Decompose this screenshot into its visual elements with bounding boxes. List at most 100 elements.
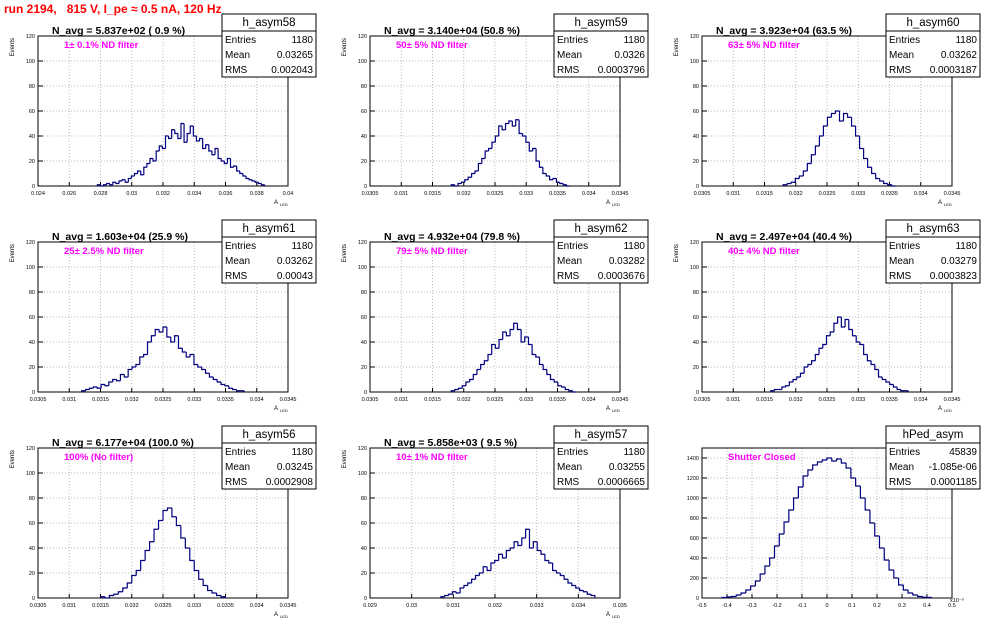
y-tick-label: 20 (29, 365, 35, 371)
histogram-bin (583, 591, 587, 592)
histogram-bin (479, 573, 483, 576)
histogram-bin (897, 387, 901, 390)
y-tick-label: 1000 (687, 496, 699, 502)
stats-histogram-name: h_asym60 (906, 17, 959, 29)
y-tick-label: 20 (29, 159, 35, 165)
x-tick-label: 0.03 (406, 603, 417, 609)
x-tick-label: 0.032 (156, 191, 170, 197)
histogram-bin (800, 373, 804, 377)
n-avg-label: N_avg = 4.932e+04 (79.8 %) (384, 231, 520, 243)
histogram-bin (119, 181, 122, 184)
histogram-bin (510, 548, 514, 551)
histogram-bin (464, 586, 468, 589)
y-tick-label: 0 (364, 596, 367, 602)
histogram-bin (240, 171, 243, 174)
histogram-bin (827, 117, 831, 126)
x-axis-label-subscript: LED (612, 408, 620, 413)
histogram-bin (198, 365, 202, 368)
histogram-bin (791, 182, 795, 183)
histogram-bin (848, 114, 852, 118)
y-tick-label: 80 (361, 290, 367, 296)
y-tick-label: 20 (29, 571, 35, 577)
histogram-bin (185, 538, 189, 548)
histogram-bin (543, 167, 546, 173)
x-axis-label-subscript: LED (612, 614, 620, 619)
histogram-bin (485, 151, 488, 159)
y-tick-label: 0 (32, 390, 35, 396)
filter-label: 50± 5% ND filter (396, 40, 468, 51)
stats-rms-label: RMS (557, 65, 580, 76)
histogram-bin (819, 348, 823, 354)
y-tick-label: 120 (690, 240, 699, 246)
histogram-bin (831, 114, 835, 118)
histogram-bin (156, 151, 159, 161)
n-avg-label: N_avg = 5.837e+02 ( 0.9 %) (52, 25, 185, 37)
histogram-bin (799, 176, 803, 179)
x-tick-label: 0.032 (789, 191, 803, 197)
x-tick-label: 0.2 (873, 603, 881, 609)
histogram-bin (472, 579, 476, 583)
stats-entries-label: Entries (557, 447, 588, 458)
histogram-bin (246, 176, 249, 179)
x-tick-label: 0.0335 (549, 191, 566, 197)
histogram-bin (823, 345, 827, 349)
n-avg-label: N_avg = 5.858e+03 ( 9.5 %) (384, 437, 517, 449)
stats-entries-value: 1180 (291, 447, 313, 458)
histogram-bin (567, 185, 570, 186)
y-axis-label: Events (674, 38, 680, 56)
histogram-bin (815, 146, 819, 155)
x-tick-label: 0.031 (62, 397, 76, 403)
y-tick-label: 400 (690, 556, 699, 562)
histogram-bin (787, 184, 791, 185)
x-tick-label: 0.0325 (819, 397, 836, 403)
histogram-bin (252, 180, 255, 181)
histogram-bin (109, 382, 113, 386)
histogram-bin (190, 548, 194, 561)
x-tick-label: 0.0315 (92, 603, 109, 609)
histogram-bin (849, 320, 853, 330)
histogram-bin (834, 323, 838, 332)
histogram-bin (892, 185, 896, 186)
histogram-bin (545, 554, 549, 560)
x-tick-label: 0.3 (898, 603, 906, 609)
y-tick-label: 40 (29, 134, 35, 140)
y-tick-label: 100 (690, 265, 699, 271)
y-axis-label: Events (342, 244, 348, 262)
histogram-bin (476, 576, 480, 580)
histogram-bin (237, 390, 241, 391)
histogram-bin (751, 586, 756, 590)
histogram-bin (217, 380, 221, 383)
y-tick-label: 60 (693, 109, 699, 115)
histogram-bin (221, 596, 225, 597)
histogram-bin (237, 166, 240, 171)
y-tick-label: 120 (690, 34, 699, 40)
histogram-bin (461, 182, 464, 183)
x-tick-label: 0.031 (726, 191, 740, 197)
histogram-bin (880, 179, 884, 182)
stats-mean-value: 0.03255 (609, 462, 646, 473)
x-exponent-label: x10⁻³ (950, 598, 964, 604)
histogram-bin (132, 367, 136, 370)
histogram-bin (591, 594, 595, 595)
histogram-bin (852, 117, 856, 126)
histogram-bin (860, 136, 864, 149)
x-tick-label: 0.0305 (694, 191, 711, 197)
histogram-bin (213, 377, 217, 380)
x-tick-label: 0.034 (582, 397, 596, 403)
n-avg-label: N_avg = 3.923e+04 (63.5 %) (716, 25, 852, 37)
histogram-bin (853, 330, 857, 336)
x-axis-label-subscript: LED (944, 408, 952, 413)
x-tick-label: 0.0335 (549, 397, 566, 403)
histogram-bin (499, 340, 503, 349)
y-tick-label: 0 (696, 596, 699, 602)
y-tick-label: 100 (358, 59, 367, 65)
stats-rms-value: 0.0003823 (930, 271, 978, 282)
histogram-bin (822, 460, 827, 462)
y-tick-label: 60 (29, 315, 35, 321)
y-tick-label: 100 (26, 59, 35, 65)
histogram-bin (208, 586, 212, 591)
